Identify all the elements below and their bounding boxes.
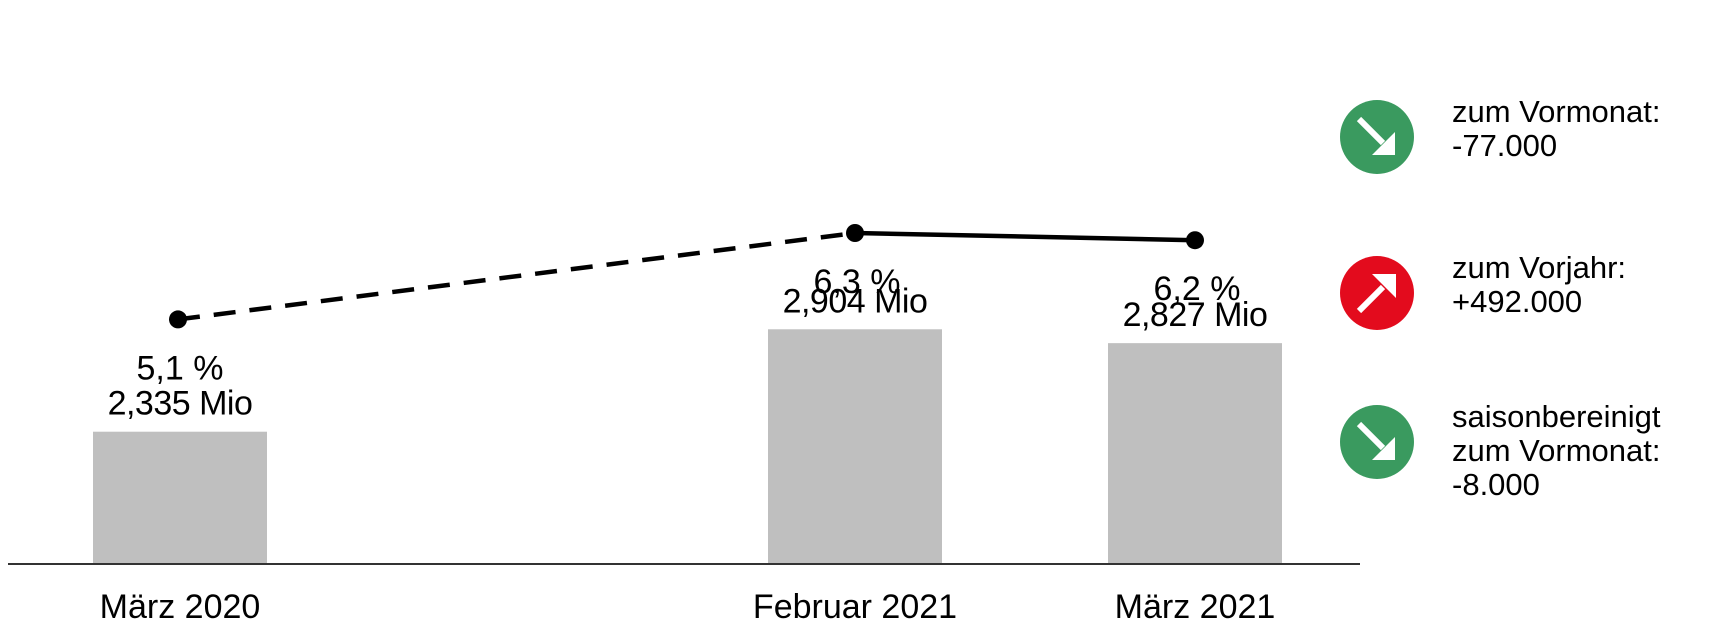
x-tick-label: Februar 2021 [753,588,957,626]
point-value-label: 5,1 % [137,349,224,387]
bar [93,431,267,564]
point-label-group: 5,1 % 6,3 % 6,2 % [137,263,1241,387]
bar-group [93,329,1282,564]
arrow-up-right-icon [1340,256,1414,330]
bar-value-label: 2,827 Mio [1123,296,1268,334]
legend-text: zum Vormonat: -77.000 [1452,94,1661,163]
bar-value-label: 2,335 Mio [108,385,253,423]
legend-text: zum Vorjahr: +492.000 [1452,250,1627,319]
x-tick-label-group: März 2020 Februar 2021 März 2021 [100,588,1276,626]
line-segment [854,230,1196,243]
arrow-down-right-icon [1340,100,1414,174]
combo-chart: 2,335 Mio 2,904 Mio 2,827 Mio 5,1 % 6,3 % 6,… [8,224,1360,626]
bar [768,329,942,564]
x-tick-label: März 2021 [1115,588,1276,626]
line-segment [177,230,856,322]
arrow-down-right-icon [1340,405,1414,479]
x-tick-label: März 2020 [100,588,261,626]
point-value-label: 6,3 % [814,263,901,301]
line-point [846,224,864,242]
line-point [169,310,187,329]
legend-text: saisonbereinigt zum Vormonat: -8.000 [1452,399,1661,502]
line-group [169,224,1204,329]
bar [1108,343,1282,564]
bar-value-label: 2,904 Mio [783,282,928,320]
point-value-label: 6,2 % [1154,270,1241,308]
bar-label-group: 2,335 Mio 2,904 Mio 2,827 Mio [108,282,1268,422]
line-point [1186,231,1204,250]
